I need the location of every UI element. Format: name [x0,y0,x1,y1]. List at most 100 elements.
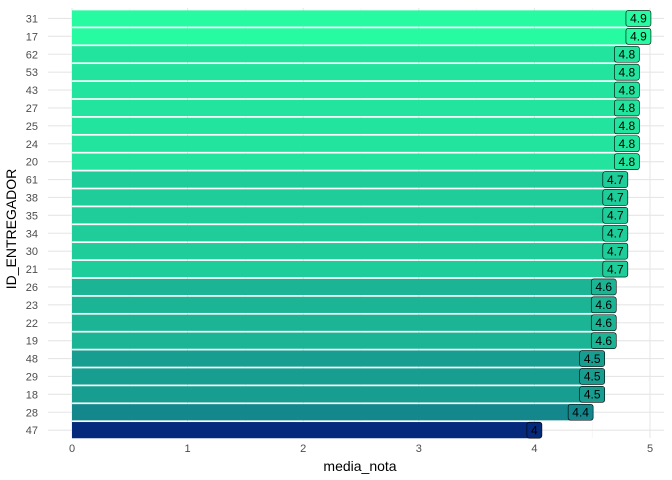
data-label-25: 4.8 [614,117,640,135]
y-tick-label: 61 [26,175,38,187]
data-label-box [625,28,652,45]
data-label-box [579,368,606,385]
y-tick-label: 17 [26,31,38,43]
data-label-text: 4.7 [607,191,624,205]
data-label-box [614,45,640,63]
y-tick-label: 53 [26,67,38,79]
y-tick-label: 48 [26,354,38,366]
data-label-box [614,117,640,135]
x-tick-label: 0 [69,443,75,455]
y-tick-label: 25 [26,121,38,133]
bar-20 [72,153,627,170]
y-tick-label: 62 [26,49,38,61]
data-label-text: 4.8 [619,47,636,61]
data-label-text: 4.7 [607,209,624,223]
data-label-31: 4.9 [625,10,652,27]
data-labels: 4.9 4.9 4.8 4.8 4.8 4.8 4.8 4.8 4.8 4.7 4.7 4.7 4.7 4… [526,10,652,439]
data-label-box [602,260,629,278]
data-label-34: 4.7 [602,224,629,242]
y-tick-label: 34 [26,228,38,240]
data-label-text: 4.8 [619,119,636,133]
data-label-47: 4 [526,421,543,439]
bar-18 [72,386,593,403]
y-tick-label: 22 [26,318,38,330]
data-label-20: 4.8 [614,153,640,170]
data-label-text: 4.9 [630,12,647,26]
bar-31 [72,10,639,27]
data-label-text: 4.6 [595,316,612,330]
y-tick-label: 26 [26,282,38,294]
bar-19 [72,332,604,349]
data-label-29: 4.5 [579,368,606,385]
data-label-23: 4.6 [590,296,617,314]
data-label-27: 4.8 [614,99,640,117]
data-label-text: 4.5 [584,352,601,366]
data-label-19: 4.6 [590,332,617,349]
data-label-box [579,350,606,367]
data-label-18: 4.5 [579,386,606,403]
bar-35 [72,207,616,224]
data-label-box [567,403,594,421]
y-tick-label: 47 [26,425,38,437]
data-label-text: 4.6 [595,334,612,348]
data-label-text: 4.6 [595,298,612,312]
data-label-43: 4.8 [614,81,640,99]
data-label-text: 4.8 [619,83,636,97]
data-label-48: 4.5 [579,350,606,367]
data-label-box [590,296,617,314]
data-label-box [602,207,629,224]
data-label-text: 4.9 [630,30,647,44]
data-label-30: 4.7 [602,242,629,260]
data-label-box [590,278,617,296]
data-label-box [602,242,629,260]
bar-17 [72,28,639,45]
data-label-text: 4.6 [595,280,612,294]
data-label-21: 4.7 [602,260,629,278]
bars [72,10,639,439]
y-tick-label: 31 [26,13,38,25]
y-tick-label: 23 [26,300,38,312]
y-tick-labels: 31 17 62 53 43 27 25 24 20 61 38 35 34 30 21 26 23 22 19 48… [26,13,38,437]
y-tick-label: 24 [26,139,38,151]
data-label-text: 4.4 [572,405,589,419]
data-label-text: 4.7 [607,226,624,240]
bar-30 [72,243,616,260]
data-label-text: 4.8 [619,155,636,169]
data-label-box [614,81,640,99]
data-label-35: 4.7 [602,207,629,224]
data-label-28: 4.4 [567,403,594,421]
data-label-text: 4.5 [584,370,601,384]
bar-25 [72,117,627,134]
x-tick-label: 5 [647,443,653,455]
y-tick-label: 18 [26,389,38,401]
y-axis-title: ID_ENTREGADOR [3,169,19,290]
bar-38 [72,189,616,206]
data-label-17: 4.9 [625,28,652,45]
data-label-26: 4.6 [590,278,617,296]
data-label-text: 4.8 [619,137,636,151]
y-tick-label: 27 [26,103,38,115]
y-tick-label: 28 [26,407,38,419]
data-label-box [614,63,640,81]
bar-47 [72,422,535,439]
data-label-box [590,332,617,349]
data-label-box [602,224,629,242]
x-tick-label: 3 [416,443,422,455]
x-tick-label: 1 [185,443,191,455]
data-label-box [614,135,640,153]
data-label-box [602,171,629,188]
y-tick-label: 35 [26,210,38,222]
bar-26 [72,278,604,296]
data-label-text: 4.7 [607,173,624,187]
data-label-61: 4.7 [602,171,629,188]
data-label-box [614,99,640,117]
y-tick-label: 43 [26,85,38,97]
data-label-text: 4.8 [619,101,636,115]
bar-28 [72,404,581,421]
bar-62 [72,46,627,63]
bar-27 [72,99,627,117]
x-tick-label: 2 [300,443,306,455]
data-label-box [602,189,629,206]
data-label-text: 4.5 [584,388,601,402]
y-tick-label: 30 [26,246,38,258]
